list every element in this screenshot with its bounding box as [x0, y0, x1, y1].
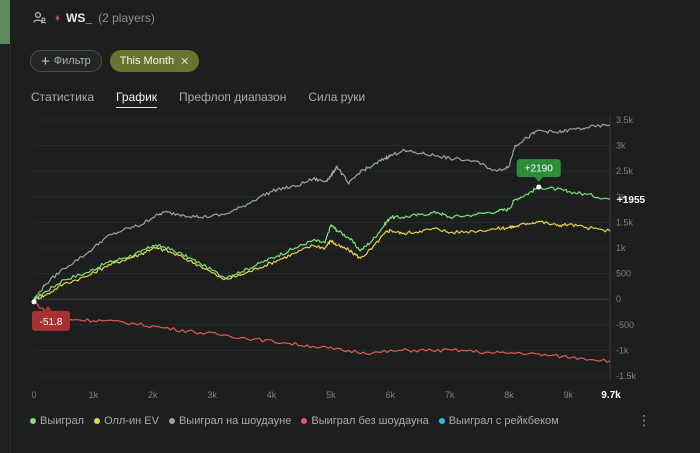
x-tick-label: 7k	[445, 390, 455, 400]
tab-bar: Статистика График Префлоп диапазон Сила …	[31, 90, 365, 108]
start-marker	[31, 299, 37, 305]
period-chip-label: This Month	[119, 55, 175, 67]
player-name[interactable]: WS_	[66, 11, 93, 25]
x-tick-label: 4k	[267, 390, 277, 400]
users-icon	[33, 11, 47, 25]
x-tick-label: 8k	[504, 390, 514, 400]
y-tick-label: 3.5k	[616, 115, 634, 125]
left-sidebar-strip	[0, 44, 11, 453]
x-end-label: 9.7k	[601, 390, 621, 401]
x-tick-label: 9k	[564, 390, 574, 400]
x-tick-label: 0	[31, 390, 36, 400]
x-tick-label: 3k	[207, 390, 217, 400]
y-tick-label: 1k	[616, 243, 626, 253]
close-icon[interactable]: ✕	[180, 55, 190, 68]
legend-item-won[interactable]: Выиграл	[30, 415, 84, 427]
legend-item-showdown[interactable]: Выиграл на шоудауне	[168, 415, 292, 427]
y-tick-label: -1.5k	[616, 371, 637, 381]
legend-swatch	[438, 418, 445, 424]
peak-badge-pointer	[534, 177, 543, 183]
legend-label: Выиграл без шоудауна	[311, 415, 429, 427]
more-options-icon[interactable]: ⋮	[637, 412, 651, 428]
tab-hand-strength[interactable]: Сила руки	[308, 90, 366, 104]
legend-label: Выиграл	[40, 415, 85, 427]
start-badge-pointer	[44, 305, 52, 311]
series-line	[33, 301, 611, 363]
legend-item-non-showdown[interactable]: Выиграл без шоудауна	[301, 415, 429, 427]
peak-badge	[516, 159, 561, 178]
series-line	[33, 220, 611, 301]
peak-badge-label: +2190	[525, 164, 554, 175]
legend-swatch	[30, 418, 36, 424]
start-badge-label: -51.8	[40, 317, 63, 328]
y-tick-label: 2.5k	[616, 166, 634, 176]
legend-item-rakeback[interactable]: Выиграл с рейкбеком	[438, 415, 559, 427]
y-tick-label: 1.5k	[616, 217, 634, 227]
legend-label: Выиграл на шоудауне	[178, 415, 292, 427]
x-tick-label: 2k	[148, 390, 158, 400]
legend-swatch	[168, 418, 175, 424]
y-tick-label: 500	[616, 269, 631, 279]
plus-icon: +	[41, 52, 50, 70]
y-tick-label: 3k	[616, 141, 626, 151]
legend-swatch	[301, 418, 308, 424]
x-tick-label: 1k	[89, 390, 99, 400]
filter-button[interactable]: + Фильтр	[30, 50, 102, 72]
tab-statistics[interactable]: Статистика	[31, 90, 95, 104]
x-tick-label: 6k	[386, 390, 396, 400]
y-tick-label: -1k	[616, 345, 629, 355]
y-tick-label: 2k	[616, 192, 626, 202]
peak-marker	[536, 184, 542, 190]
series-line	[33, 185, 611, 300]
status-dot-icon: ♦	[55, 12, 61, 24]
legend-item-allin-ev[interactable]: Олл-ин EV	[94, 415, 159, 427]
start-badge	[32, 310, 70, 331]
left-accent-bar	[0, 0, 10, 44]
y-tick-label: 0	[616, 294, 621, 304]
end-value-label: +1955	[617, 195, 646, 206]
y-tick-label: -500	[616, 320, 634, 330]
filter-button-label: Фильтр	[53, 55, 91, 67]
tab-chart[interactable]: График	[116, 90, 158, 108]
period-chip[interactable]: This Month ✕	[109, 50, 200, 72]
tab-preflop-range[interactable]: Префлоп диапазон	[179, 90, 287, 104]
players-count: (2 players)	[98, 11, 155, 25]
legend-label: Олл-ин EV	[104, 415, 159, 427]
x-tick-label: 5k	[326, 390, 336, 400]
player-header: ♦ WS_ (2 players)	[33, 11, 155, 25]
filter-bar: + Фильтр This Month ✕	[30, 50, 200, 72]
legend-label: Выиграл с рейкбеком	[448, 415, 559, 427]
chart-legend: Выиграл Олл-ин EV Выиграл на шоудауне Вы…	[30, 415, 559, 427]
legend-swatch	[94, 418, 101, 424]
series-line	[33, 123, 611, 300]
